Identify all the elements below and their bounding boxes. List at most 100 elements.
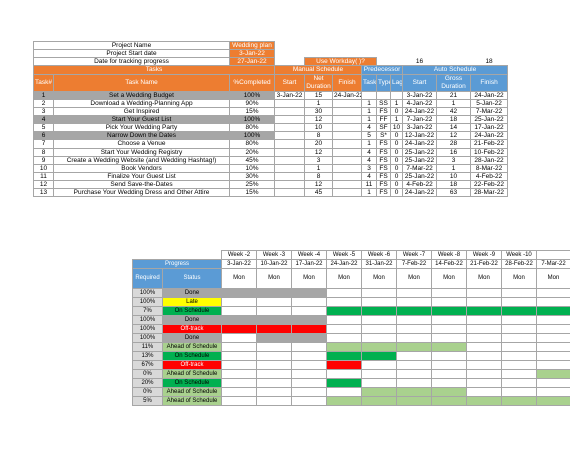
- gantt-cell[interactable]: [361, 306, 397, 316]
- table-row[interactable]: 7 Choose a Venue 80% 20 1 FS 0 24-Jan-22 28 21-Fe…: [33, 139, 509, 149]
- task-completed[interactable]: 25%: [229, 180, 275, 190]
- auto-start[interactable]: 25-Jan-22: [402, 147, 437, 157]
- gantt-cell[interactable]: [501, 387, 537, 397]
- task-completed[interactable]: 10%: [229, 163, 275, 173]
- auto-start[interactable]: 7-Jan-22: [402, 114, 437, 125]
- task-id[interactable]: 13: [33, 188, 54, 198]
- auto-finish[interactable]: 4-Feb-22: [469, 171, 509, 182]
- gantt-cell[interactable]: [501, 342, 537, 352]
- auto-start[interactable]: 7-Mar-22: [402, 163, 437, 173]
- task-start[interactable]: [274, 98, 305, 108]
- task-name[interactable]: Choose a Venue: [53, 139, 230, 149]
- gross-duration[interactable]: 10: [436, 171, 471, 182]
- gantt-cell[interactable]: [291, 351, 327, 361]
- task-completed[interactable]: 100%: [229, 131, 275, 141]
- task-duration[interactable]: 12: [304, 114, 333, 125]
- task-finish[interactable]: [332, 131, 362, 141]
- gantt-cell[interactable]: [501, 306, 537, 316]
- gantt-cell[interactable]: [291, 396, 327, 406]
- gantt-cell[interactable]: [221, 342, 257, 352]
- task-completed[interactable]: 100%: [229, 90, 275, 100]
- gantt-cell[interactable]: [431, 351, 467, 361]
- gantt-cell[interactable]: [466, 288, 502, 298]
- gantt-cell[interactable]: [326, 324, 362, 334]
- task-finish[interactable]: [332, 180, 362, 190]
- task-name[interactable]: Set a Wedding Budget: [53, 90, 230, 100]
- pred-task[interactable]: 1: [361, 139, 377, 149]
- progress-row[interactable]: 13% On Schedule: [132, 351, 570, 361]
- task-completed[interactable]: 15%: [229, 188, 275, 198]
- gantt-cell[interactable]: [291, 324, 327, 334]
- pred-type[interactable]: FS: [376, 155, 391, 165]
- task-duration[interactable]: 45: [304, 188, 333, 198]
- gantt-cell[interactable]: [221, 378, 257, 388]
- task-name[interactable]: Purchase Your Wedding Dress and Other At…: [53, 188, 230, 198]
- gantt-cell[interactable]: [256, 333, 292, 343]
- gantt-cell[interactable]: [256, 342, 292, 352]
- gantt-cell[interactable]: [256, 369, 292, 379]
- gantt-cell[interactable]: [466, 324, 502, 334]
- auto-start[interactable]: 3-Jan-22: [402, 90, 437, 100]
- task-duration[interactable]: 1: [304, 98, 333, 108]
- gantt-cell[interactable]: [291, 360, 327, 370]
- gantt-cell[interactable]: [326, 297, 362, 307]
- gantt-cell[interactable]: [256, 306, 292, 316]
- gantt-cell[interactable]: [536, 333, 570, 343]
- task-duration[interactable]: 15: [304, 90, 333, 100]
- gantt-cell[interactable]: [256, 288, 292, 298]
- gantt-cell[interactable]: [536, 360, 570, 370]
- task-finish[interactable]: [332, 188, 362, 198]
- pred-type[interactable]: FS: [376, 106, 391, 116]
- table-row[interactable]: 8 Start Your Wedding Registry 20% 12 4 FS 0 25-…: [33, 147, 509, 157]
- table-row[interactable]: 6 Narrow Down the Dates 100% 8 5 S* 0 12-Jan-22…: [33, 131, 509, 141]
- task-finish[interactable]: [332, 106, 362, 116]
- gantt-cell[interactable]: [221, 360, 257, 370]
- task-duration[interactable]: 8: [304, 131, 333, 141]
- auto-finish[interactable]: 24-Jan-22: [469, 90, 509, 100]
- pred-lag[interactable]: 0: [390, 106, 403, 116]
- gantt-cell[interactable]: [501, 288, 537, 298]
- gantt-cell[interactable]: [221, 288, 257, 298]
- gantt-cell[interactable]: [431, 360, 467, 370]
- gantt-cell[interactable]: [501, 360, 537, 370]
- gantt-cell[interactable]: [326, 387, 362, 397]
- gantt-cell[interactable]: [396, 387, 432, 397]
- pred-lag[interactable]: 0: [390, 155, 403, 165]
- auto-start[interactable]: 4-Feb-22: [402, 180, 437, 190]
- gantt-cell[interactable]: [431, 288, 467, 298]
- gantt-cell[interactable]: [466, 396, 502, 406]
- pred-task[interactable]: 1: [361, 188, 377, 198]
- gantt-cell[interactable]: [396, 342, 432, 352]
- pred-task[interactable]: 4: [361, 147, 377, 157]
- pred-lag[interactable]: 0: [390, 147, 403, 157]
- gantt-cell[interactable]: [291, 333, 327, 343]
- pred-lag[interactable]: 0: [390, 188, 403, 198]
- task-finish[interactable]: 24-Jan-22: [332, 90, 362, 100]
- task-id[interactable]: 5: [33, 123, 54, 133]
- task-start[interactable]: [274, 123, 305, 133]
- task-name[interactable]: Start Your Wedding Registry: [53, 147, 230, 157]
- gantt-cell[interactable]: [326, 360, 362, 370]
- task-name[interactable]: Start Your Guest List: [53, 114, 230, 125]
- task-finish[interactable]: [332, 163, 362, 173]
- gantt-cell[interactable]: [221, 315, 257, 325]
- task-start[interactable]: [274, 147, 305, 157]
- progress-row[interactable]: 100% Late: [132, 297, 570, 307]
- gantt-cell[interactable]: [396, 315, 432, 325]
- task-start[interactable]: [274, 163, 305, 173]
- table-row[interactable]: 4 Start Your Guest List 100% 12 1 FF 1 7-Jan-22…: [33, 114, 509, 125]
- gantt-cell[interactable]: [396, 297, 432, 307]
- task-name[interactable]: Finalize Your Guest List: [53, 171, 230, 182]
- gantt-cell[interactable]: [326, 333, 362, 343]
- gantt-cell[interactable]: [396, 288, 432, 298]
- task-duration[interactable]: 3: [304, 155, 333, 165]
- pred-task[interactable]: 3: [361, 163, 377, 173]
- task-id[interactable]: 2: [33, 98, 54, 108]
- gantt-cell[interactable]: [501, 333, 537, 343]
- gantt-cell[interactable]: [431, 369, 467, 379]
- gantt-cell[interactable]: [291, 297, 327, 307]
- gantt-cell[interactable]: [326, 288, 362, 298]
- gantt-cell[interactable]: [221, 333, 257, 343]
- task-duration[interactable]: 12: [304, 180, 333, 190]
- pred-type[interactable]: FS: [376, 139, 391, 149]
